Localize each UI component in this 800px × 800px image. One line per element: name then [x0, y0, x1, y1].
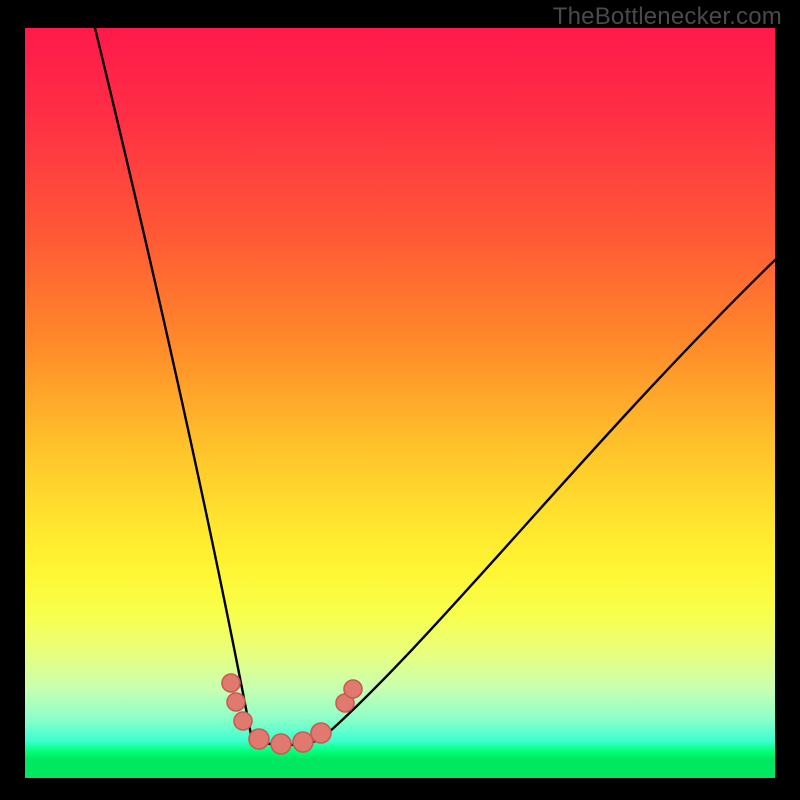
- marker-dot: [311, 723, 331, 743]
- watermark-text: TheBottlenecker.com: [553, 3, 782, 31]
- plot-frame: [25, 28, 775, 778]
- gradient-background: [25, 28, 775, 778]
- marker-dot: [249, 729, 269, 749]
- marker-dot: [227, 693, 245, 711]
- plot-svg: [25, 28, 775, 778]
- marker-dot: [234, 712, 252, 730]
- marker-dot: [344, 680, 362, 698]
- marker-dot: [271, 734, 291, 754]
- marker-dot: [222, 674, 240, 692]
- marker-dot: [293, 732, 313, 752]
